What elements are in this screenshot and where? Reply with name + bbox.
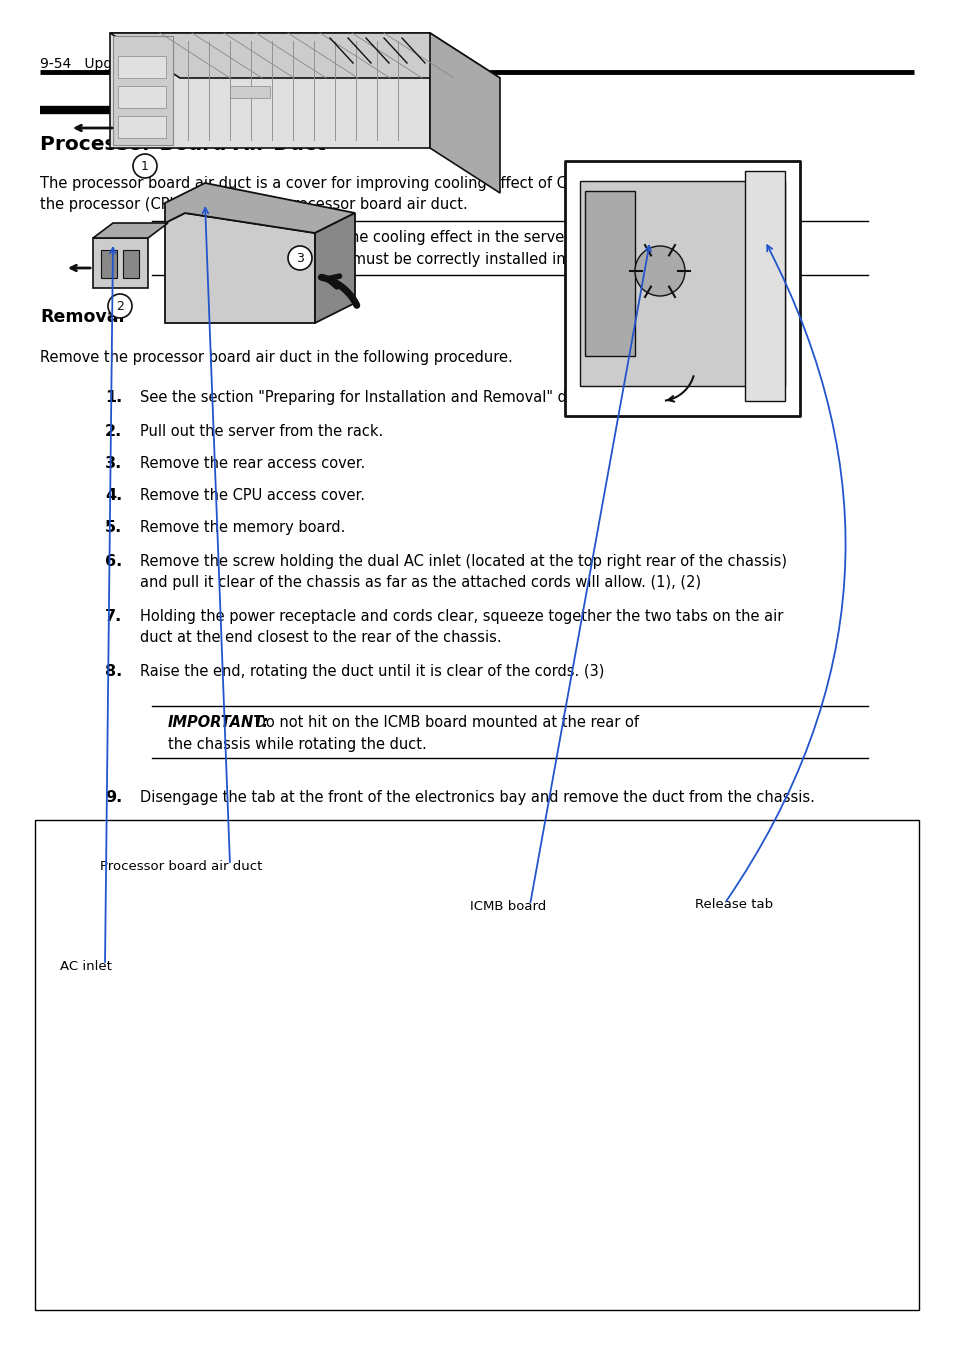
Text: duct at the end closest to the rear of the chassis.: duct at the end closest to the rear of t…	[140, 630, 501, 644]
Text: 3: 3	[295, 252, 304, 264]
Text: 1.: 1.	[105, 390, 122, 404]
Polygon shape	[110, 32, 430, 148]
Bar	[35, 820, 918, 1310]
Text: Holding the power receptacle and cords clear, squeeze together the two tabs on t: Holding the power receptacle and cords c…	[140, 609, 782, 624]
Text: the processor (CPU), remove the processor board air duct.: the processor (CPU), remove the processo…	[40, 197, 467, 212]
Text: the chassis while rotating the duct.: the chassis while rotating the duct.	[168, 737, 426, 752]
Circle shape	[288, 245, 312, 270]
Text: 2.: 2.	[105, 425, 122, 439]
Circle shape	[108, 294, 132, 318]
Text: See the section "Preparing for Installation and Removal" described earlier to pr: See the section "Preparing for Installat…	[140, 390, 766, 404]
Polygon shape	[314, 213, 355, 324]
Text: 1: 1	[141, 159, 149, 173]
Text: 4.: 4.	[105, 488, 122, 503]
Polygon shape	[92, 239, 148, 288]
Bar	[579, 181, 784, 386]
Text: 9.: 9.	[105, 790, 122, 805]
Text: and pull it clear of the chassis as far as the attached cords will allow. (1), (: and pull it clear of the chassis as far …	[140, 576, 700, 590]
Bar	[230, 86, 270, 98]
Text: Pull out the server from the rack.: Pull out the server from the rack.	[140, 425, 383, 439]
Text: IMPORTANT:: IMPORTANT:	[168, 231, 269, 245]
Text: 3.: 3.	[105, 456, 122, 470]
Text: processor board air duct must be correctly installed into the chassis.: processor board air duct must be correct…	[168, 252, 672, 267]
Polygon shape	[165, 213, 314, 324]
Text: Remove the memory board.: Remove the memory board.	[140, 520, 345, 535]
Bar	[123, 249, 139, 278]
Text: 9-54   Upgrading Your Server: 9-54 Upgrading Your Server	[40, 57, 240, 71]
Polygon shape	[430, 32, 499, 193]
Text: ICMB board: ICMB board	[470, 900, 546, 913]
Bar	[584, 191, 635, 356]
Text: Removal: Removal	[40, 307, 125, 326]
Text: 8.: 8.	[105, 665, 122, 679]
Text: 5.: 5.	[105, 520, 122, 535]
Polygon shape	[165, 183, 355, 233]
Text: Disengage the tab at the front of the electronics bay and remove the duct from t: Disengage the tab at the front of the el…	[140, 790, 814, 805]
Text: Processor Board Air Duct: Processor Board Air Duct	[40, 135, 325, 154]
Polygon shape	[110, 32, 499, 78]
Circle shape	[635, 245, 684, 297]
Bar	[101, 249, 117, 278]
Text: 6.: 6.	[105, 554, 122, 569]
Text: Remove the processor board air duct in the following procedure.: Remove the processor board air duct in t…	[40, 350, 512, 365]
Bar	[118, 116, 166, 137]
Text: To maintain the cooling effect in the server, the: To maintain the cooling effect in the se…	[250, 231, 603, 245]
Text: Remove the rear access cover.: Remove the rear access cover.	[140, 456, 365, 470]
Text: Release tab: Release tab	[695, 898, 772, 911]
Text: Remove the CPU access cover.: Remove the CPU access cover.	[140, 488, 365, 503]
Bar	[112, 36, 172, 146]
Bar	[118, 86, 166, 108]
Bar	[118, 57, 166, 78]
Text: 7.: 7.	[105, 609, 122, 624]
Circle shape	[132, 154, 157, 178]
Text: Processor board air duct: Processor board air duct	[100, 860, 262, 874]
Bar	[744, 171, 784, 400]
Text: AC inlet: AC inlet	[60, 960, 112, 973]
Text: The processor board air duct is a cover for improving cooling effect of CPU. To : The processor board air duct is a cover …	[40, 177, 739, 191]
Text: Remove the screw holding the dual AC inlet (located at the top right rear of the: Remove the screw holding the dual AC inl…	[140, 554, 786, 569]
Text: 2: 2	[116, 299, 124, 313]
Polygon shape	[92, 222, 168, 239]
Text: IMPORTANT:: IMPORTANT:	[168, 714, 269, 731]
Text: Do not hit on the ICMB board mounted at the rear of: Do not hit on the ICMB board mounted at …	[250, 714, 639, 731]
Text: Raise the end, rotating the duct until it is clear of the cords. (3): Raise the end, rotating the duct until i…	[140, 665, 604, 679]
Bar	[564, 160, 800, 417]
